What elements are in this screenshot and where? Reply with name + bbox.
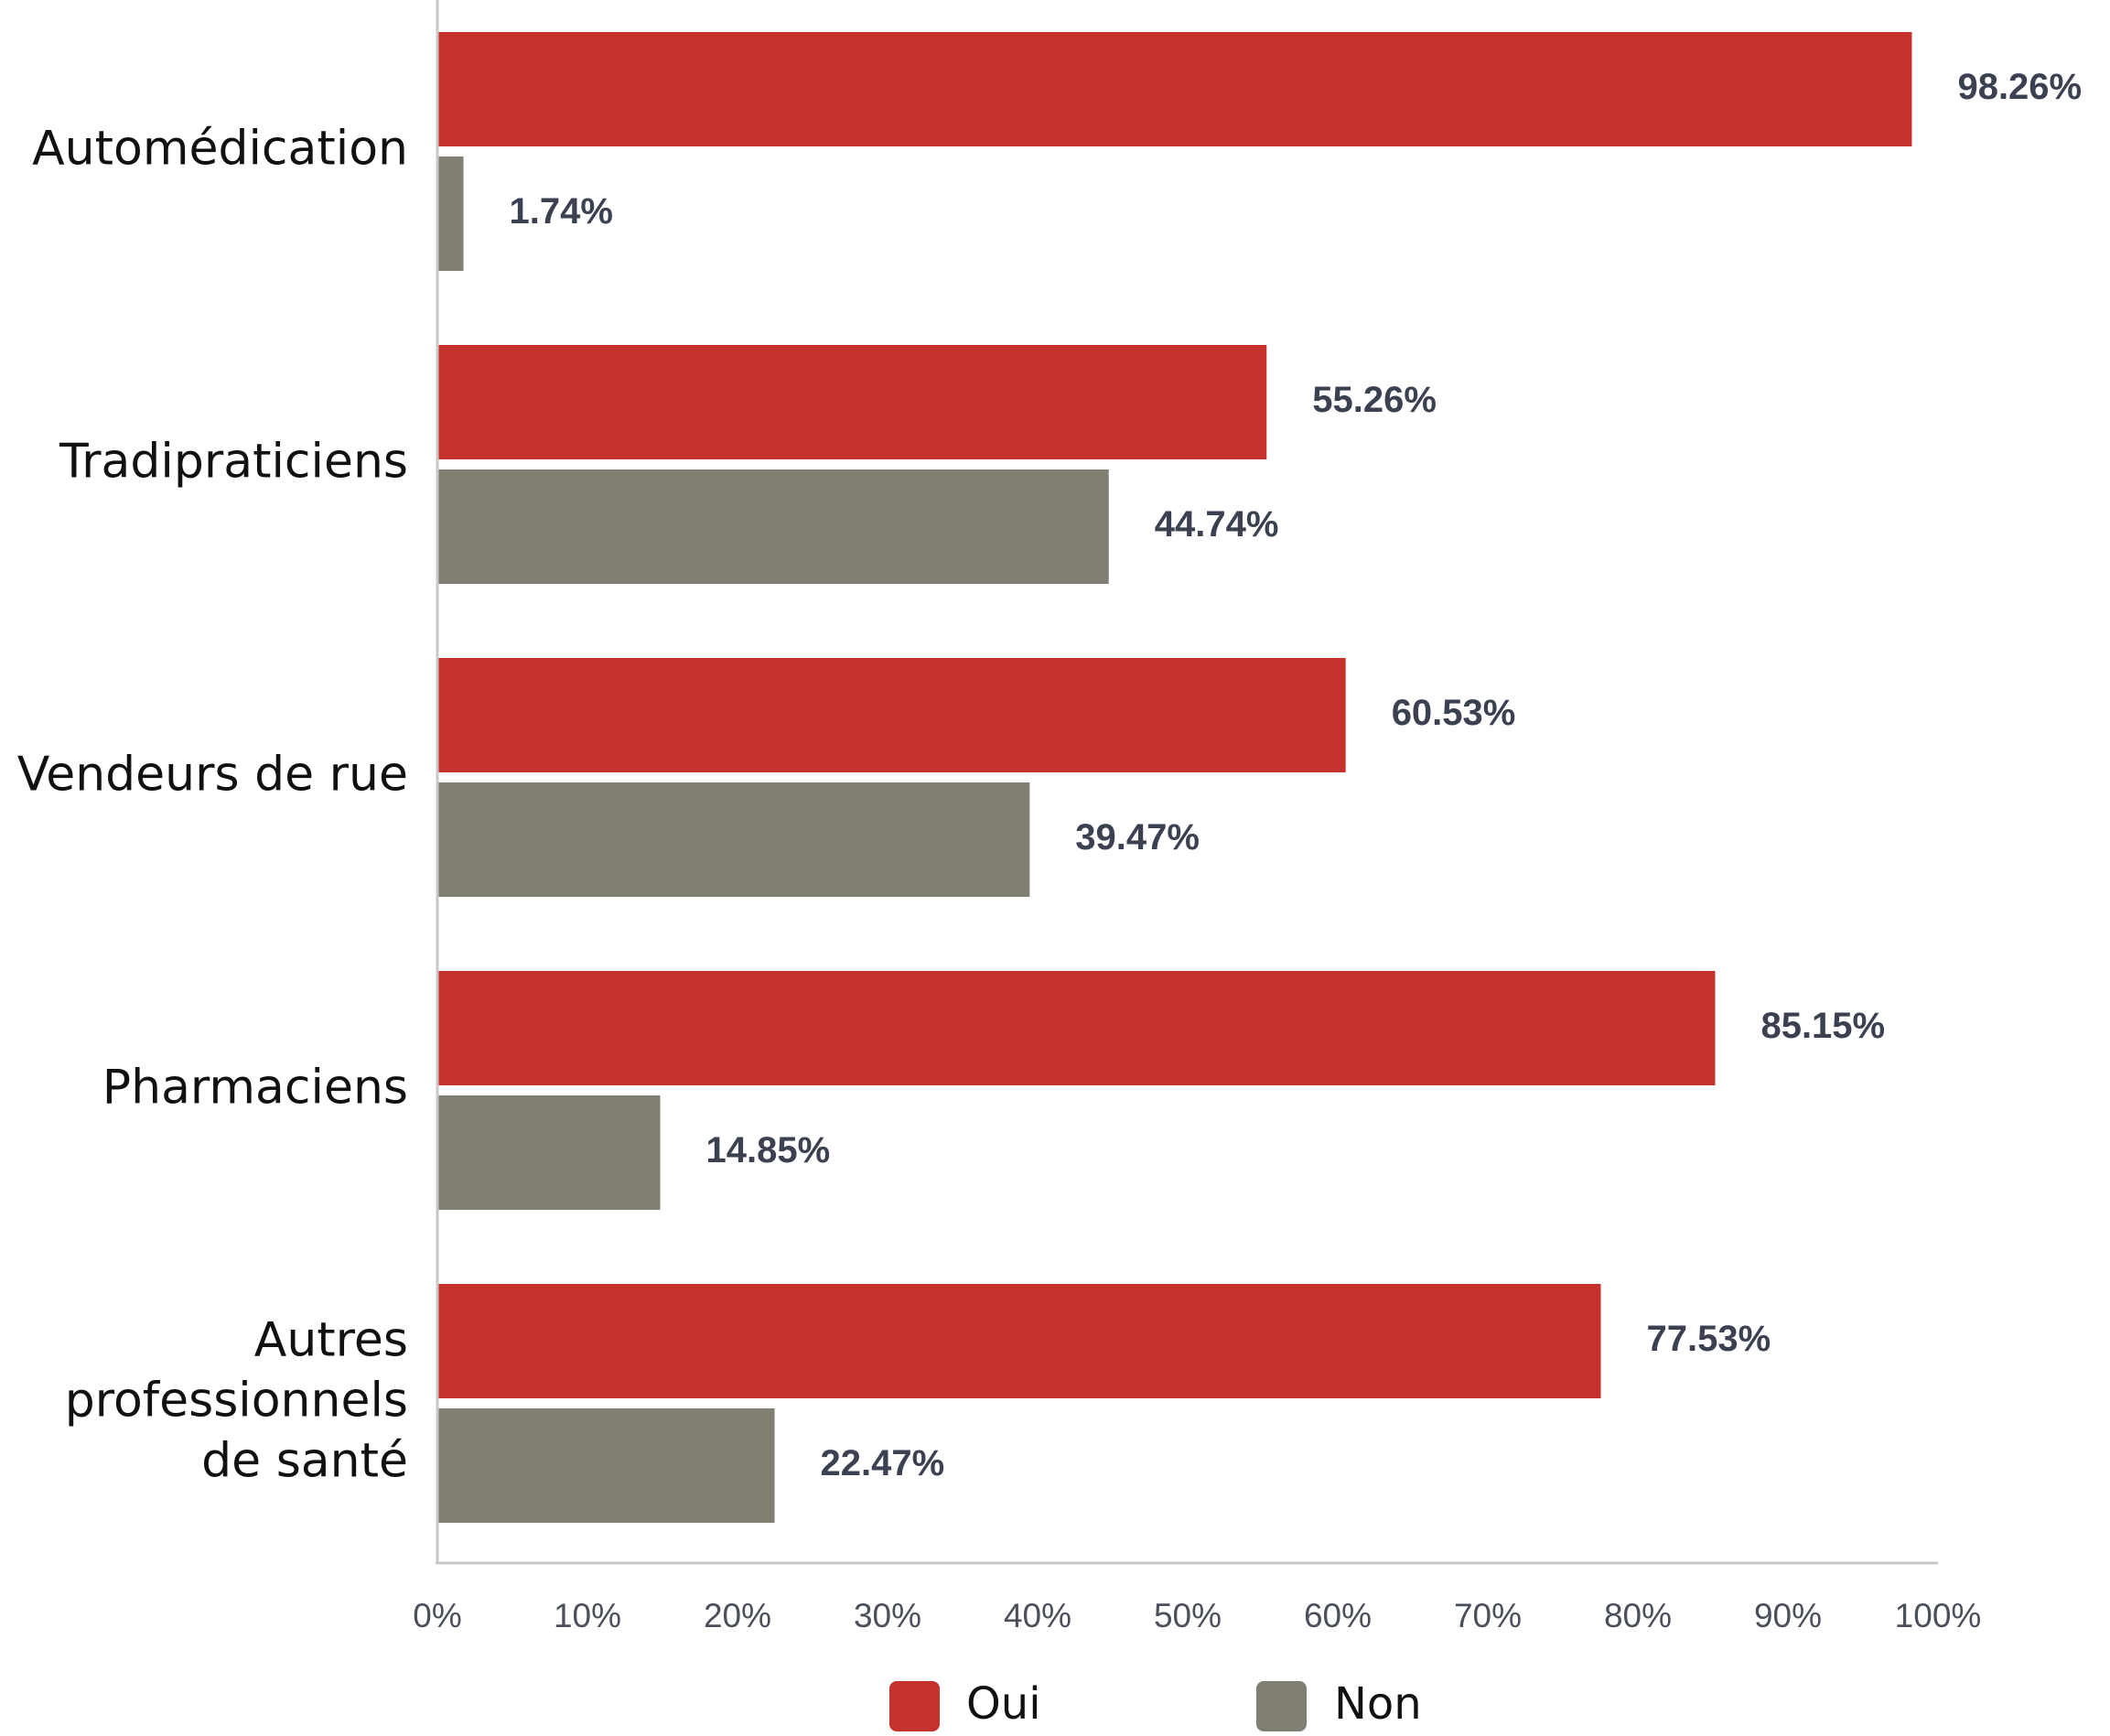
category-label-automedication: Automédication [32, 122, 408, 177]
x-tick-label-100pct: 100% [1895, 1597, 1982, 1634]
bar-automedication-non [437, 156, 464, 271]
x-tick-label-20pct: 20% [704, 1597, 771, 1634]
bar-pharmaciens-oui [437, 971, 1716, 1085]
category-label-autres-professionnels-de-sante: Autres professionnels de santé [65, 1313, 408, 1489]
bar-vendeurs-de-rue-oui [437, 658, 1346, 772]
legend-swatch-oui [889, 1681, 940, 1731]
bar-pharmaciens-non [437, 1095, 661, 1210]
x-tick-label-70pct: 70% [1454, 1597, 1522, 1634]
category-label-line: Pharmaciens [102, 1061, 408, 1116]
bar-autres-professionnels-de-sante-oui [437, 1284, 1601, 1398]
value-label-pharmaciens-non: 14.85% [706, 1130, 831, 1170]
category-label-tradipraticiens: Tradipraticiens [59, 435, 408, 490]
x-tick-label-30pct: 30% [854, 1597, 921, 1634]
value-label-pharmaciens-oui: 85.15% [1760, 1006, 1885, 1046]
value-labels-group: 98.26% 1.74% 55.26% 44.74% 60.53% 39.47% 85.15… [510, 67, 2083, 1483]
legend: Oui Non [889, 1678, 1422, 1731]
value-label-automedication-non: 1.74% [510, 191, 613, 232]
category-label-line: Vendeurs de rue [17, 748, 408, 803]
value-label-vendeurs-de-rue-oui: 60.53% [1392, 693, 1516, 733]
bar-tradipraticiens-non [437, 469, 1109, 584]
value-label-vendeurs-de-rue-non: 39.47% [1075, 817, 1200, 857]
category-label-line: Automédication [32, 122, 408, 177]
category-labels-group: Automédication Tradipraticiens Vendeurs de… [17, 122, 408, 1489]
bar-automedication-oui [437, 32, 1912, 146]
x-tick-label-50pct: 50% [1154, 1597, 1222, 1634]
category-label-pharmaciens: Pharmaciens [102, 1061, 408, 1116]
category-label-line: professionnels [65, 1374, 408, 1429]
x-tick-label-0pct: 0% [413, 1597, 461, 1634]
value-label-tradipraticiens-non: 44.74% [1155, 504, 1279, 545]
bars-group [437, 32, 1912, 1523]
x-tick-label-90pct: 90% [1754, 1597, 1822, 1634]
bar-tradipraticiens-oui [437, 345, 1267, 459]
value-label-autres-professionnels-de-sante-non: 22.47% [821, 1443, 945, 1483]
bar-vendeurs-de-rue-non [437, 782, 1030, 897]
x-tick-label-60pct: 60% [1304, 1597, 1372, 1634]
legend-label-non: Non [1334, 1678, 1422, 1730]
category-label-line: Autres [254, 1313, 408, 1368]
value-label-tradipraticiens-oui: 55.26% [1312, 380, 1437, 420]
x-tick-label-80pct: 80% [1604, 1597, 1672, 1634]
value-label-automedication-oui: 98.26% [1957, 67, 2082, 107]
bar-autres-professionnels-de-sante-non [437, 1408, 775, 1523]
legend-label-oui: Oui [966, 1678, 1041, 1730]
category-label-line: de santé [201, 1434, 408, 1489]
category-label-line: Tradipraticiens [59, 435, 408, 490]
x-tick-label-10pct: 10% [554, 1597, 621, 1634]
x-tick-label-40pct: 40% [1004, 1597, 1071, 1634]
value-label-autres-professionnels-de-sante-oui: 77.53% [1646, 1319, 1771, 1359]
legend-swatch-non [1256, 1681, 1307, 1731]
x-tick-labels-group: 0% 10% 20% 30% 40% 50% 60% 70% 80% 90% 100% [413, 1597, 1981, 1634]
category-label-vendeurs-de-rue: Vendeurs de rue [17, 748, 408, 803]
